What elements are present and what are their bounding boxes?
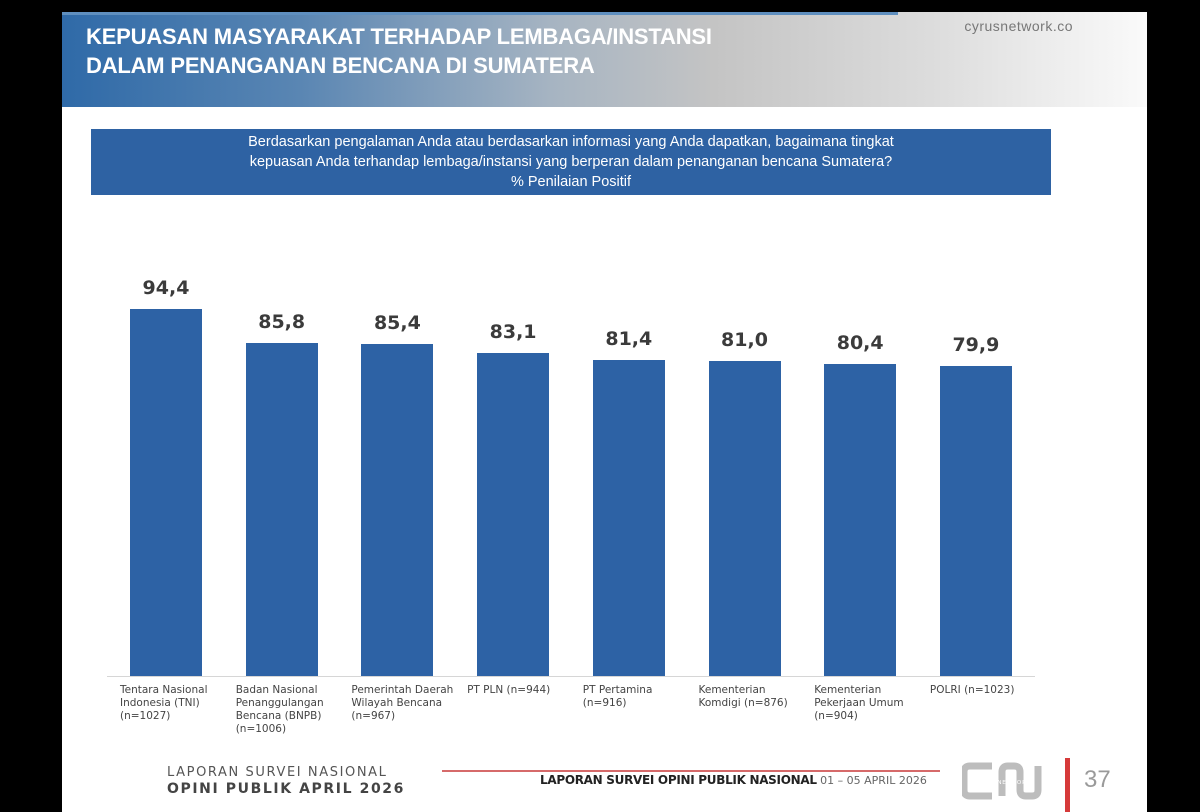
footer-line-1: LAPORAN SURVEI NASIONAL: [167, 765, 388, 780]
bar-value-label: 79,9: [952, 333, 1000, 356]
x-axis-line: [107, 676, 1035, 677]
bar-value-label: 83,1: [489, 321, 537, 344]
header-accent-line: [62, 12, 898, 15]
bar: [477, 353, 550, 676]
bar: [245, 342, 318, 676]
svg-text:CYRUSNETWORK: CYRUSNETWORK: [975, 780, 1031, 786]
bar-value-label: 85,8: [258, 310, 306, 333]
category-label: Pemerintah Daerah Wilayah Bencana (n=967…: [351, 684, 454, 722]
title-line-2: DALAM PENANGANAN BENCANA DI SUMATERA: [86, 53, 595, 78]
bar-value-label: 85,4: [373, 312, 421, 335]
page-number: 37: [1084, 766, 1111, 793]
question-subtitle: % Penilaian Positif: [510, 174, 632, 190]
bar-value-label: 80,4: [836, 331, 884, 354]
category-label: Kementerian Komdigi (n=876): [698, 684, 788, 709]
bar-value-label: 94,4: [142, 277, 190, 300]
footer-report-title: LAPORAN SURVEI NASIONAL OPINI PUBLIK APR…: [167, 764, 405, 798]
page-accent-bar: [1065, 758, 1070, 812]
bar-value-label: 81,4: [605, 327, 653, 350]
question-line-1: Berdasarkan pengalaman Anda atau berdasa…: [248, 134, 894, 150]
bar: [939, 365, 1012, 676]
bar-chart: 94,4 Tentara Nasional Indonesia (TNI) (n=…: [62, 12, 1147, 752]
category-label: Badan Nasional Penanggulangan Bencana (B…: [235, 684, 324, 735]
cyrus-network-logo-icon: CYRUSNETWORK: [962, 762, 1042, 800]
category-label: PT Pertamina (n=916): [582, 684, 653, 709]
footer-divider: [442, 770, 940, 772]
title-line-1: KEPUASAN MASYARAKAT TERHADAP LEMBAGA/INS…: [86, 24, 712, 49]
bar: [824, 363, 897, 676]
footer-survey-label: LAPORAN SURVEI OPINI PUBLIK NASIONAL 01 …: [540, 773, 927, 787]
header-banner: KEPUASAN MASYARAKAT TERHADAP LEMBAGA/INS…: [62, 12, 1147, 107]
bar-value-label: 81,0: [721, 329, 768, 352]
page-title: KEPUASAN MASYARAKAT TERHADAP LEMBAGA/INS…: [86, 22, 712, 80]
bar: [130, 309, 202, 676]
footer-survey-name: LAPORAN SURVEI OPINI PUBLIK NASIONAL: [540, 773, 817, 787]
footer-survey-date: 01 – 05 APRIL 2026: [816, 774, 927, 787]
slide: KEPUASAN MASYARAKAT TERHADAP LEMBAGA/INS…: [62, 12, 1147, 812]
category-label: POLRI (n=1023): [929, 684, 1015, 696]
category-label: Kementerian Pekerjaan Umum (n=904): [814, 684, 904, 722]
bar: [708, 361, 781, 676]
category-label: Tentara Nasional Indonesia (TNI) (n=1027…: [120, 684, 208, 722]
bar: [361, 344, 434, 676]
footer-line-2: OPINI PUBLIK APRIL 2026: [167, 781, 405, 797]
category-label: PT PLN (n=944): [467, 684, 551, 696]
bar: [592, 359, 665, 676]
question-box: Berdasarkan pengalaman Anda atau berdasa…: [91, 129, 1051, 195]
site-url: cyrusnetwork.co: [964, 18, 1073, 34]
question-line-2: kepuasan Anda terhandap lembaga/instansi…: [249, 154, 893, 170]
